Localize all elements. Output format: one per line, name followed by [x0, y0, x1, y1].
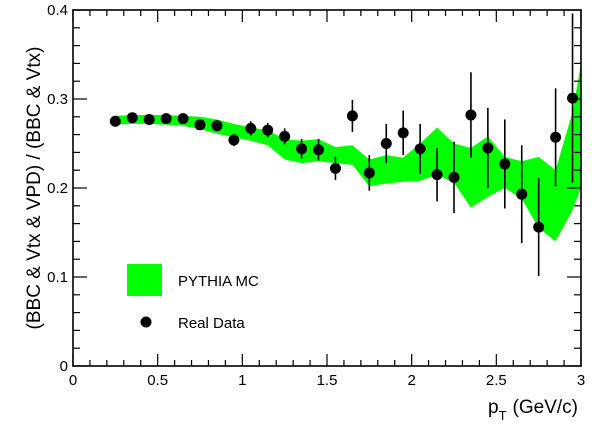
data-marker [126, 112, 138, 124]
legend-band-swatch [127, 264, 162, 296]
x-tick-label: 0.5 [147, 372, 168, 389]
tick-labels: 0 0.5 1 1.5 2 2.5 3 0 0.1 0.2 0.3 0.4 [47, 2, 585, 389]
data-marker [160, 113, 172, 125]
data-point [567, 13, 579, 183]
data-marker [499, 158, 511, 170]
data-point [380, 123, 392, 164]
data-marker [245, 122, 257, 134]
data-marker [414, 143, 426, 155]
data-point [499, 119, 511, 209]
data-point [363, 155, 375, 191]
data-point [296, 139, 308, 159]
data-marker [228, 134, 240, 146]
y-tick-label: 0.3 [47, 91, 68, 108]
x-tick-label: 1.5 [317, 372, 338, 389]
data-point [533, 178, 545, 277]
x-tick-label: 1 [238, 372, 246, 389]
data-marker [109, 115, 121, 127]
data-point [397, 110, 409, 156]
data-point [126, 112, 138, 124]
data-marker [296, 143, 308, 155]
data-point [482, 107, 494, 188]
y-tick-label: 0.1 [47, 269, 68, 286]
data-marker [177, 113, 189, 125]
data-marker [279, 130, 291, 142]
y-axis-title: (BBC & Vtx & VPD) / (BBC & Vtx) [24, 47, 45, 330]
legend-point-label: Real Data [178, 315, 245, 332]
data-marker [465, 109, 477, 121]
legend-point-marker [140, 316, 152, 328]
data-point [414, 123, 426, 174]
x-tick-label: 2.5 [486, 372, 507, 389]
pythia-mc-band [115, 63, 582, 242]
data-point [177, 113, 189, 125]
data-point [329, 156, 341, 180]
y-tick-label: 0 [60, 358, 68, 375]
y-tick-label: 0.4 [47, 2, 68, 19]
data-marker [533, 221, 545, 233]
x-axis-title-unit: (GeV/c) [513, 397, 578, 418]
data-point [160, 113, 172, 125]
x-axis-title-sub: T [499, 408, 507, 423]
band-layer [115, 63, 582, 242]
data-marker [567, 92, 579, 104]
legend-band-label: PYTHIA MC [178, 273, 259, 290]
data-point [228, 133, 240, 147]
data-marker [550, 131, 562, 143]
data-marker [346, 110, 358, 122]
data-point [516, 145, 528, 244]
data-marker [194, 119, 206, 131]
data-point [143, 113, 155, 125]
data-marker [143, 113, 155, 125]
x-axis-title-main: p [488, 397, 499, 418]
data-point [465, 72, 477, 158]
x-tick-label: 2 [407, 372, 415, 389]
data-marker [211, 120, 223, 132]
legend: PYTHIA MC Real Data [127, 264, 259, 332]
x-tick-label: 0 [69, 372, 77, 389]
data-point [448, 141, 460, 213]
data-point [550, 88, 562, 187]
data-point [194, 119, 206, 131]
data-marker [363, 167, 375, 179]
data-marker [313, 144, 325, 156]
data-marker [397, 127, 409, 139]
data-point [431, 147, 443, 202]
data-marker [380, 138, 392, 149]
data-point [313, 139, 325, 161]
data-marker [329, 162, 341, 174]
data-marker [516, 188, 528, 200]
data-point [262, 123, 274, 138]
data-point [279, 128, 291, 145]
x-axis-title: pT (GeV/c) [488, 397, 578, 423]
data-point [245, 121, 257, 136]
x-tick-label: 3 [577, 372, 585, 389]
data-point [211, 120, 223, 132]
data-marker [431, 169, 443, 181]
data-marker [448, 171, 460, 183]
y-tick-label: 0.2 [47, 180, 68, 197]
ticks-layer [72, 9, 582, 367]
data-marker [482, 142, 494, 154]
data-point [346, 99, 358, 132]
data-point [109, 115, 121, 127]
points-layer [109, 13, 579, 277]
data-marker [262, 124, 274, 136]
